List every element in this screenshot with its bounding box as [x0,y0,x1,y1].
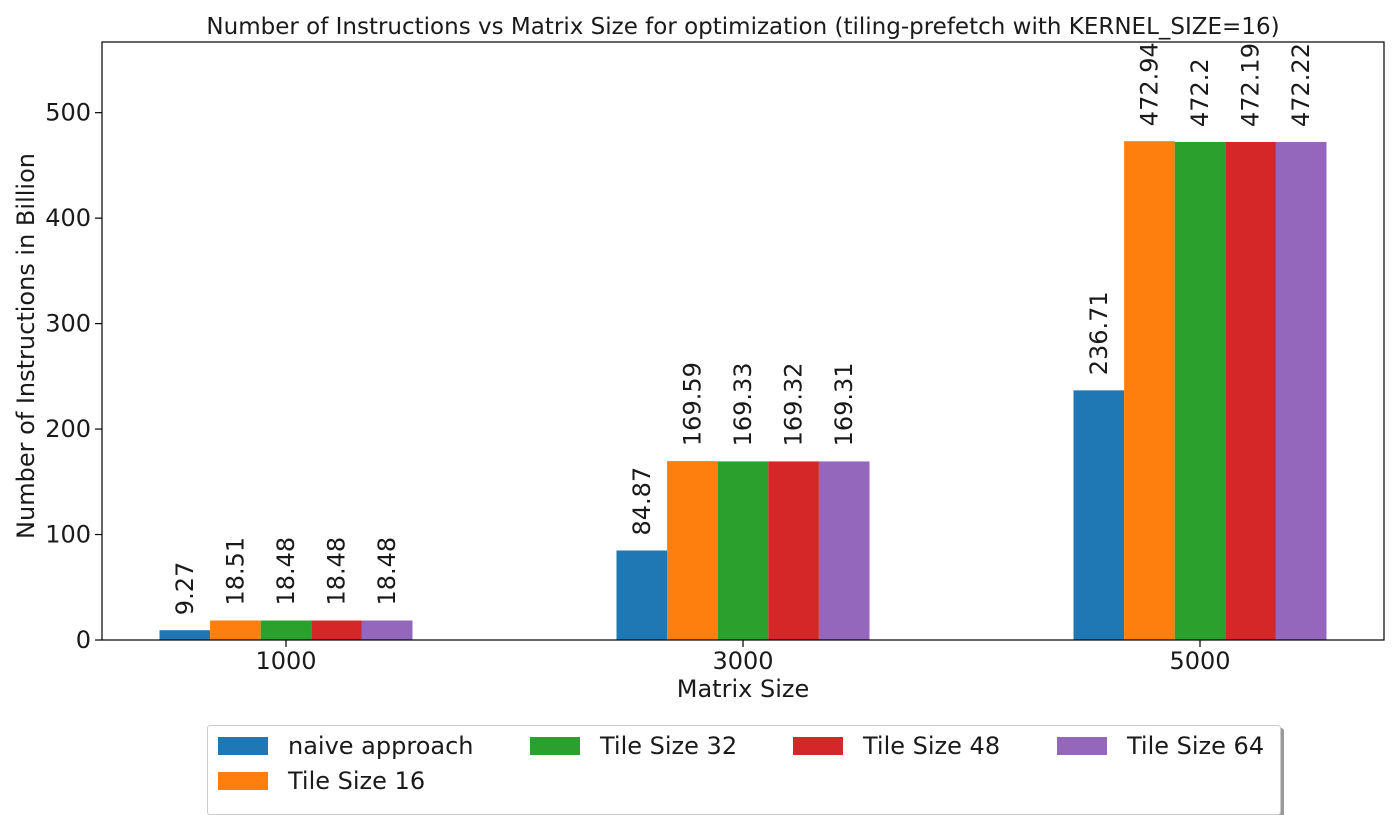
legend-item-tile-size-32: Tile Size 32 [530,729,737,763]
ticks-layer: 0 100 200 300 400 500 1000 3000 5000 [45,99,1230,675]
bar-value-label: 472.22 [1287,43,1315,127]
y-axis-label: Number of Instructions in Billion [12,153,40,539]
x-axis-label: Matrix Size [677,675,809,703]
value-labels-layer: 9.27 84.87 236.71 18.51 169.59 472.94 18.48 169… [171,42,1315,615]
y-tick-label: 300 [45,310,91,338]
bar [616,550,668,640]
bar [1275,141,1327,640]
bar [667,461,718,640]
legend: naive approach Tile Size 16 Tile Size 32… [207,725,1281,815]
legend-item-tile-size-64: Tile Size 64 [1057,729,1264,763]
y-tick-label: 100 [45,521,91,549]
bar [311,620,362,640]
legend-label: naive approach [288,732,474,760]
legend-swatch-tile-size-16 [218,772,268,790]
x-tick-label: 5000 [1169,647,1230,675]
legend-swatch-naive-approach [218,737,268,755]
bar-value-label: 18.51 [221,537,249,606]
bar [1174,141,1226,641]
bar [818,461,870,640]
legend-label: Tile Size 64 [1127,732,1265,760]
bar [1073,390,1125,640]
x-tick-label: 1000 [255,647,316,675]
bar-value-label: 169.31 [830,362,858,446]
legend-label: Tile Size 48 [863,732,1001,760]
bar-value-label: 472.94 [1135,42,1163,126]
bar [1225,141,1276,641]
bar-value-label: 169.59 [678,362,706,446]
bar-value-label: 236.71 [1085,291,1113,375]
bar [210,620,261,640]
legend-swatch-tile-size-64 [1057,737,1107,755]
bar-value-label: 472.19 [1237,43,1265,127]
bar-value-label: 9.27 [171,562,199,615]
bar-value-label: 18.48 [323,537,351,606]
bar-value-label: 18.48 [373,537,401,606]
chart-title: Number of Instructions vs Matrix Size fo… [206,14,1279,40]
bar-value-label: 84.87 [628,467,656,536]
bar [159,630,211,640]
bar-value-label: 169.33 [729,362,757,446]
bar-value-label: 472.2 [1186,58,1214,127]
bar-value-label: 169.32 [780,362,808,446]
y-tick-label: 200 [45,415,91,443]
legend-item-tile-size-48: Tile Size 48 [793,729,1000,763]
legend-swatch-tile-size-48 [793,737,843,755]
y-tick-label: 400 [45,204,91,232]
y-tick-label: 0 [76,626,91,654]
legend-item-naive-approach: naive approach [218,729,474,763]
bar [768,461,819,640]
bar [717,461,769,640]
bar [361,620,413,640]
legend-item-tile-size-16: Tile Size 16 [218,764,425,798]
legend-label: Tile Size 32 [600,732,738,760]
y-tick-label: 500 [45,99,91,127]
bar [1124,141,1175,640]
x-tick-label: 3000 [712,647,773,675]
legend-label: Tile Size 16 [288,767,426,795]
bar-value-label: 18.48 [272,537,300,606]
legend-swatch-tile-size-32 [530,737,580,755]
bars-layer [159,141,1327,641]
plot-frame [101,41,1385,641]
bar [260,620,312,640]
